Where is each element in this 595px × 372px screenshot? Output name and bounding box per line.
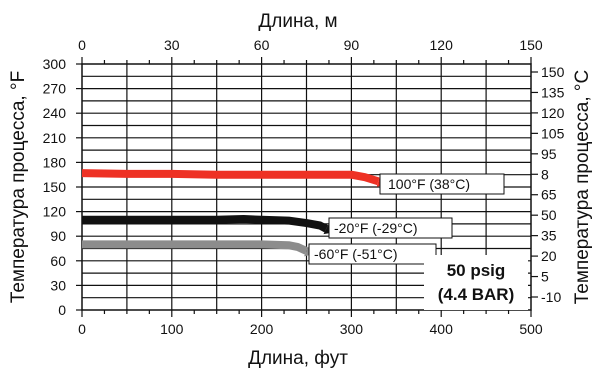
grid (82, 64, 531, 310)
y-right-title: Температура процесса, °C (572, 70, 593, 304)
pressure-line-1: 50 psig (447, 261, 506, 280)
x-bottom-title: Длина, фут (248, 348, 348, 369)
x-top-tick-label: 0 (78, 37, 86, 53)
x-bottom-tick-label: 400 (430, 321, 454, 337)
y-left-tick-label: 0 (58, 302, 66, 318)
series-line-1 (82, 215, 329, 233)
y-left-tick-label: 90 (50, 228, 66, 244)
x-top-title: Длина, м (258, 11, 337, 32)
x-bottom-tick-label: 0 (78, 321, 86, 337)
series-label-black-text: -20°F (-29°C) (334, 220, 418, 236)
right-axis: 150 135 120 105 95 8 65 50 35 20 5 -10 (531, 64, 565, 305)
y-right-tick-label: 65 (541, 187, 557, 203)
y-right-tick-label: 8 (541, 166, 549, 182)
y-left-tick-label: 300 (43, 56, 67, 72)
y-right-tick-label: 120 (541, 105, 565, 121)
series-layer (81, 169, 386, 257)
y-right-tick-label: 5 (541, 269, 549, 285)
y-right-tick-label: 35 (541, 228, 557, 244)
bottom-axis: 0 100 200 300 400 500 (78, 310, 543, 337)
y-left-title: Температура процесса, °F (8, 71, 29, 303)
series-label-gray-box (308, 243, 437, 265)
x-top-tick-label: 30 (164, 37, 180, 53)
series-label-black: -20°F (-29°C) (328, 217, 453, 239)
series-label-red: 100°F (38°C) (379, 173, 505, 195)
y-left-tick-label: 270 (43, 81, 67, 97)
y-right-tick-label: 20 (541, 248, 557, 264)
series-label-black-box (328, 217, 453, 239)
y-left-tick-label: 60 (50, 253, 66, 269)
pressure-annotation: 50 psig (4.4 BAR) (424, 255, 528, 310)
pressure-line-2: (4.4 BAR) (438, 285, 515, 304)
y-left-tick-label: 180 (43, 154, 67, 170)
y-right-tick-label: -10 (541, 289, 561, 305)
x-bottom-tick-label: 200 (250, 321, 274, 337)
top-axis: 0 30 60 90 120 150 (78, 37, 543, 64)
y-right-tick-label: 95 (541, 146, 557, 162)
x-top-tick-label: 60 (254, 37, 270, 53)
y-left-tick-label: 30 (50, 277, 66, 293)
series-label-gray-text: -60°F (-51°C) (314, 246, 398, 262)
y-right-tick-label: 150 (541, 64, 565, 80)
left-axis: 0 30 60 90 120 150 180 210 240 270 300 (43, 56, 82, 318)
series-label-red-box (379, 173, 505, 195)
y-right-tick-label: 135 (541, 84, 565, 100)
series-label-red-text: 100°F (38°C) (388, 176, 470, 192)
y-left-tick-label: 150 (43, 179, 67, 195)
series-label-gray: -60°F (-51°C) (308, 243, 437, 265)
series-line-2 (82, 240, 309, 255)
x-bottom-tick-label: 100 (160, 321, 184, 337)
y-left-tick-label: 120 (43, 204, 67, 220)
x-top-tick-label: 150 (519, 37, 543, 53)
x-bottom-tick-label: 500 (519, 321, 543, 337)
x-top-tick-label: 120 (430, 37, 454, 53)
series-line-0 (81, 169, 380, 186)
y-right-tick-label: 105 (541, 125, 565, 141)
y-left-tick-label: 210 (43, 130, 67, 146)
x-bottom-tick-label: 300 (340, 321, 364, 337)
y-right-tick-label: 50 (541, 207, 557, 223)
pressure-box (424, 255, 528, 310)
y-left-tick-label: 240 (43, 105, 67, 121)
x-top-tick-label: 90 (344, 37, 360, 53)
